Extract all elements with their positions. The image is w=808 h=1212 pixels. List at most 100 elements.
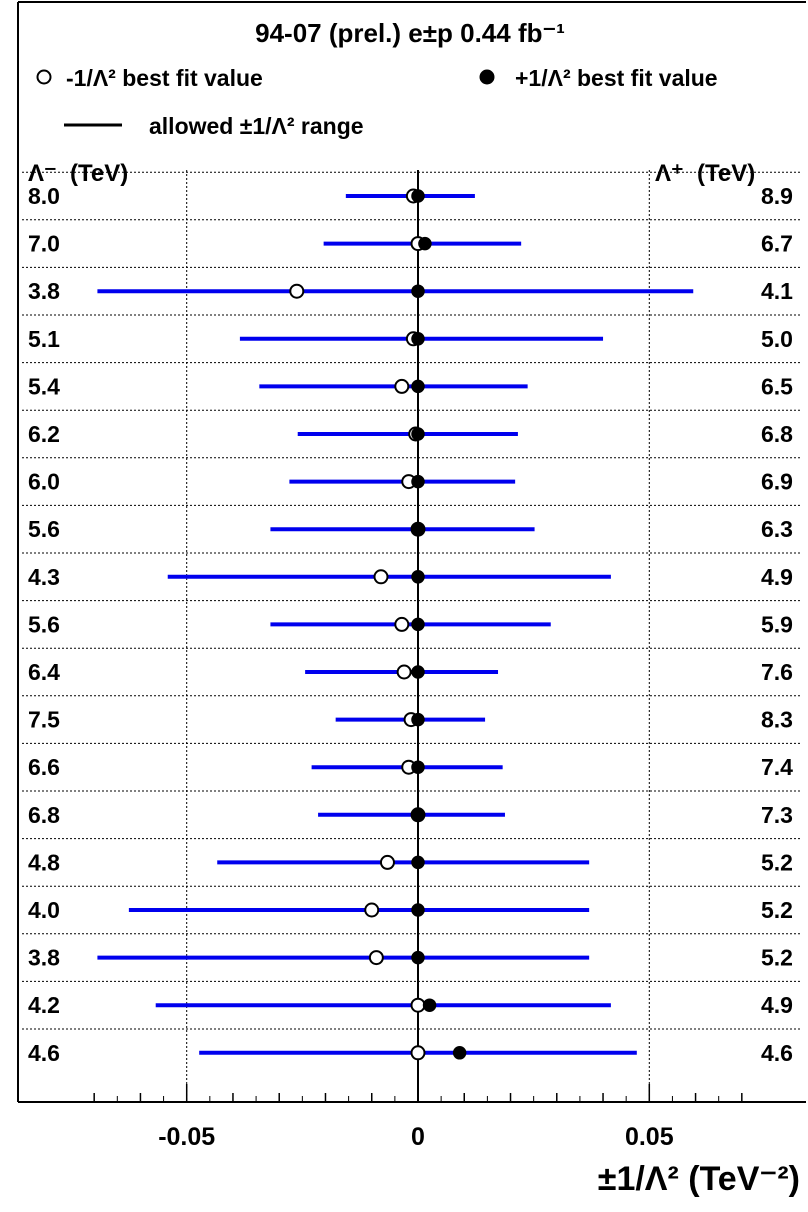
- lambda-plus-value: 4.9: [761, 564, 793, 590]
- minus-best-fit-marker: [396, 664, 412, 680]
- legend-plus-marker: [479, 69, 495, 85]
- plus-best-fit-marker: [411, 189, 425, 203]
- lambda-minus-value: 3.8: [28, 945, 60, 971]
- data-row: 5.4 6.5: [28, 373, 793, 399]
- plus-best-fit-marker: [411, 665, 425, 679]
- minus-best-fit-marker: [364, 902, 380, 918]
- right-column-header: Λ⁺ (TeV): [655, 160, 755, 187]
- data-row: 3.8 4.1: [28, 278, 793, 304]
- lambda-minus-value: 4.2: [28, 992, 60, 1018]
- lambda-minus-value: 8.0: [28, 183, 60, 209]
- plus-best-fit-marker: [411, 617, 425, 632]
- plus-best-fit-marker: [411, 284, 425, 298]
- x-tick-label: 0: [411, 1123, 425, 1151]
- lambda-minus-value: 7.0: [28, 231, 60, 257]
- lambda-plus-value: 4.1: [761, 278, 793, 304]
- data-row: 5.1 5.0: [28, 326, 793, 352]
- left-column-header: Λ⁻ (TeV): [28, 160, 128, 187]
- lambda-plus-value: 7.4: [761, 754, 793, 780]
- lambda-minus-value: 7.5: [28, 707, 60, 733]
- lambda-minus-value: 5.4: [28, 373, 60, 399]
- plus-best-fit-marker: [411, 855, 425, 870]
- plus-best-fit-marker: [452, 1046, 467, 1060]
- lambda-minus-value: 5.1: [28, 326, 60, 352]
- plus-best-fit-marker: [411, 760, 425, 774]
- legend: -1/Λ² best fit value +1/Λ² best fit valu…: [36, 65, 718, 139]
- chart-title: 94-07 (prel.) e±p 0.44 fb⁻¹: [255, 18, 565, 48]
- plus-best-fit-marker: [411, 379, 425, 394]
- plot-frame: [17, 1, 806, 1103]
- lambda-minus-value: 6.0: [28, 469, 60, 495]
- data-row: 7.0 6.7: [28, 231, 793, 257]
- plus-best-fit-marker: [418, 236, 432, 251]
- lambda-plus-value: 6.7: [761, 231, 793, 257]
- data-row: 4.3 4.9: [28, 564, 793, 590]
- lambda-minus-value: 3.8: [28, 278, 60, 304]
- lambda-plus-value: 7.6: [761, 659, 793, 685]
- lambda-minus-value: 6.4: [28, 659, 60, 685]
- lambda-plus-value: 6.5: [761, 373, 793, 399]
- data-row: 4.8 5.2: [28, 849, 793, 875]
- minus-best-fit-marker: [410, 1045, 426, 1061]
- minus-best-fit-marker: [410, 997, 426, 1013]
- lambda-minus-value: 4.0: [28, 897, 60, 923]
- gridlines: [22, 170, 800, 1102]
- x-tick-label: -0.05: [158, 1123, 215, 1151]
- lambda-plus-value: 5.2: [761, 945, 793, 971]
- legend-minus-label: -1/Λ² best fit value: [66, 65, 263, 91]
- lambda-plus-value: 6.3: [761, 516, 793, 542]
- legend-plus-label: +1/Λ² best fit value: [515, 65, 718, 91]
- data-row: 7.5 8.3: [28, 707, 793, 733]
- data-row: 6.8 7.3: [28, 802, 793, 828]
- data-row: 5.6 5.9: [28, 611, 793, 637]
- minus-best-fit-marker: [394, 378, 410, 394]
- lambda-minus-value: 6.6: [28, 754, 60, 780]
- plus-best-fit-marker: [411, 808, 425, 822]
- lambda-plus-value: 8.9: [761, 183, 793, 209]
- x-axis: -0.05 0 0.05: [93, 1084, 743, 1151]
- data-row: 4.0 5.2: [28, 897, 793, 923]
- minus-best-fit-marker: [394, 616, 410, 632]
- lambda-minus-value: 5.6: [28, 516, 60, 542]
- plus-best-fit-marker: [422, 998, 437, 1012]
- lambda-plus-value: 5.0: [761, 326, 793, 352]
- legend-range-label: allowed ±1/Λ² range: [149, 113, 364, 139]
- plus-best-fit-marker: [411, 427, 425, 441]
- lambda-plus-value: 6.8: [761, 421, 793, 447]
- lambda-minus-value: 5.6: [28, 611, 60, 637]
- lambda-minus-value: 4.6: [28, 1040, 60, 1066]
- lambda-plus-value: 8.3: [761, 707, 793, 733]
- data-row: 6.4 7.6: [28, 659, 793, 685]
- plus-best-fit-marker: [411, 712, 425, 727]
- lambda-plus-value: 4.6: [761, 1040, 793, 1066]
- x-tick-label: 0.05: [625, 1123, 674, 1151]
- data-row: 5.6 6.3: [28, 516, 793, 542]
- lambda-plus-value: 5.2: [761, 849, 793, 875]
- minus-best-fit-marker: [373, 569, 389, 585]
- lambda-minus-value: 4.8: [28, 849, 60, 875]
- data-row: 3.8 5.2: [28, 945, 793, 971]
- plus-best-fit-marker: [411, 903, 425, 917]
- plus-best-fit-marker: [411, 570, 425, 584]
- lambda-minus-value: 6.8: [28, 802, 60, 828]
- minus-best-fit-marker: [368, 950, 384, 966]
- data-rows: 8.0 8.9 7.0 6.7 3.8 4.1 5.1 5.0 5.4 6.5 6.2 6.8 6.0 6…: [28, 183, 793, 1066]
- lambda-minus-value: 6.2: [28, 421, 60, 447]
- data-row: 4.6 4.6: [28, 1040, 793, 1066]
- plus-best-fit-marker: [411, 332, 425, 346]
- data-row: 6.6 7.4: [28, 754, 793, 780]
- plus-best-fit-marker: [411, 474, 425, 489]
- data-row: 8.0 8.9: [28, 183, 793, 209]
- lambda-plus-value: 6.9: [761, 469, 793, 495]
- lambda-plus-value: 5.9: [761, 611, 793, 637]
- plus-best-fit-marker: [411, 522, 425, 536]
- x-axis-label: ±1/Λ² (TeV⁻²): [598, 1160, 800, 1198]
- lambda-plus-value: 4.9: [761, 992, 793, 1018]
- lambda-minus-value: 4.3: [28, 564, 60, 590]
- lambda-plus-value: 5.2: [761, 897, 793, 923]
- minus-best-fit-marker: [379, 854, 395, 870]
- data-row: 4.2 4.9: [28, 992, 793, 1018]
- minus-best-fit-marker: [289, 283, 305, 299]
- data-row: 6.2 6.8: [28, 421, 793, 447]
